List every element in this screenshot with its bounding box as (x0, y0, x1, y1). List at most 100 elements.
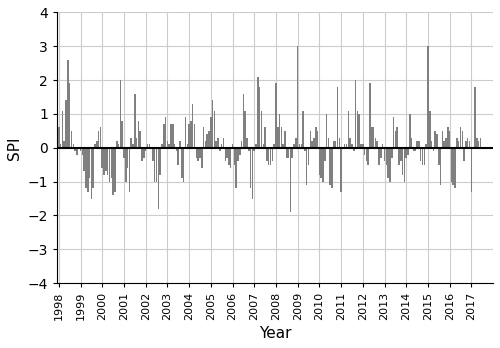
Bar (98, 131, 100, 148)
Bar (422, 148, 424, 165)
Bar (298, 144, 300, 148)
Bar (125, 148, 126, 182)
Bar (380, 148, 382, 158)
Bar (208, 131, 210, 148)
Bar (112, 148, 114, 195)
Bar (312, 141, 313, 148)
Bar (100, 127, 101, 148)
Bar (206, 134, 208, 148)
Bar (394, 131, 396, 148)
Bar (322, 148, 324, 182)
Bar (237, 148, 238, 161)
Bar (431, 141, 432, 148)
Bar (400, 148, 402, 161)
Bar (368, 148, 369, 165)
Bar (411, 137, 412, 148)
Bar (344, 144, 346, 148)
Bar (280, 127, 282, 148)
Bar (266, 148, 268, 161)
Bar (116, 141, 117, 148)
Bar (474, 87, 476, 148)
Bar (288, 148, 290, 158)
Bar (180, 141, 181, 148)
Bar (168, 144, 170, 148)
Bar (476, 137, 478, 148)
Bar (161, 144, 162, 148)
Bar (279, 114, 280, 148)
Bar (340, 148, 342, 192)
Bar (174, 144, 176, 148)
Bar (444, 141, 445, 148)
Bar (336, 87, 338, 148)
Bar (328, 137, 329, 148)
Bar (445, 137, 447, 148)
Bar (94, 144, 96, 148)
Bar (82, 148, 83, 155)
Bar (362, 144, 364, 148)
Bar (128, 148, 130, 192)
Bar (449, 131, 450, 148)
Bar (320, 148, 322, 178)
Bar (90, 148, 92, 198)
Bar (236, 148, 237, 188)
Bar (426, 144, 427, 148)
Bar (346, 144, 348, 148)
Bar (282, 144, 284, 148)
Bar (427, 46, 428, 148)
Bar (110, 148, 112, 178)
Bar (467, 137, 468, 148)
Bar (382, 144, 384, 148)
Bar (204, 141, 206, 148)
Bar (370, 84, 371, 148)
Bar (224, 148, 226, 161)
Bar (84, 148, 85, 172)
Bar (239, 148, 240, 155)
Bar (152, 148, 154, 161)
Bar (465, 141, 466, 148)
Bar (308, 148, 310, 165)
Bar (416, 141, 418, 148)
Bar (184, 117, 186, 148)
Bar (92, 148, 94, 188)
Bar (226, 148, 228, 158)
Bar (158, 148, 159, 209)
Bar (172, 124, 174, 148)
Y-axis label: SPI: SPI (7, 136, 22, 159)
Bar (60, 144, 62, 148)
Bar (406, 148, 407, 158)
Bar (260, 111, 262, 148)
Bar (371, 127, 372, 148)
Bar (130, 137, 132, 148)
Bar (199, 148, 200, 158)
Bar (324, 148, 326, 161)
Bar (64, 141, 65, 148)
Bar (194, 124, 196, 148)
Bar (242, 94, 244, 148)
Bar (234, 148, 235, 165)
Bar (436, 134, 438, 148)
Bar (478, 141, 480, 148)
Bar (163, 124, 164, 148)
Bar (304, 148, 306, 151)
Bar (196, 148, 197, 158)
Bar (424, 148, 425, 165)
Bar (105, 148, 106, 172)
Bar (306, 148, 308, 185)
Bar (268, 148, 270, 165)
Bar (228, 148, 230, 165)
Bar (398, 148, 400, 165)
Bar (442, 131, 443, 148)
Bar (350, 137, 351, 148)
Bar (414, 148, 416, 151)
Bar (203, 127, 204, 148)
Bar (257, 77, 258, 148)
Bar (294, 144, 295, 148)
Bar (469, 141, 470, 148)
Bar (145, 148, 146, 151)
Bar (396, 127, 398, 148)
Bar (402, 148, 404, 175)
Bar (190, 121, 192, 148)
Bar (270, 148, 272, 165)
Bar (393, 117, 394, 148)
Bar (156, 148, 158, 182)
